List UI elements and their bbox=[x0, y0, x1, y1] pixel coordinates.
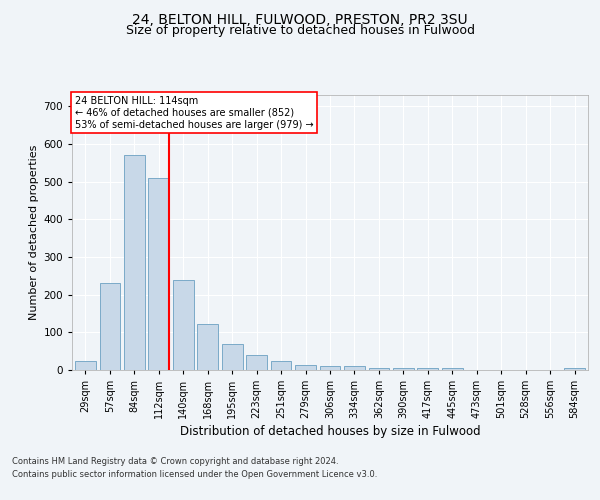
Bar bbox=[320, 366, 340, 370]
Text: Contains public sector information licensed under the Open Government Licence v3: Contains public sector information licen… bbox=[12, 470, 377, 479]
Text: 24, BELTON HILL, FULWOOD, PRESTON, PR2 3SU: 24, BELTON HILL, FULWOOD, PRESTON, PR2 3… bbox=[132, 12, 468, 26]
Bar bbox=[393, 368, 414, 370]
Bar bbox=[271, 360, 292, 370]
Bar bbox=[75, 360, 96, 370]
Bar bbox=[344, 366, 365, 370]
Bar bbox=[124, 155, 145, 370]
Bar bbox=[418, 368, 438, 370]
Bar bbox=[148, 178, 169, 370]
Bar bbox=[222, 344, 242, 370]
Text: Contains HM Land Registry data © Crown copyright and database right 2024.: Contains HM Land Registry data © Crown c… bbox=[12, 458, 338, 466]
Bar bbox=[197, 324, 218, 370]
Bar bbox=[173, 280, 194, 370]
Bar bbox=[100, 282, 120, 370]
Bar bbox=[246, 355, 267, 370]
Text: Size of property relative to detached houses in Fulwood: Size of property relative to detached ho… bbox=[125, 24, 475, 37]
Bar bbox=[368, 368, 389, 370]
Bar bbox=[442, 368, 463, 370]
Y-axis label: Number of detached properties: Number of detached properties bbox=[29, 145, 39, 320]
Text: 24 BELTON HILL: 114sqm
← 46% of detached houses are smaller (852)
53% of semi-de: 24 BELTON HILL: 114sqm ← 46% of detached… bbox=[74, 96, 313, 130]
X-axis label: Distribution of detached houses by size in Fulwood: Distribution of detached houses by size … bbox=[179, 426, 481, 438]
Bar bbox=[295, 365, 316, 370]
Bar bbox=[564, 368, 585, 370]
